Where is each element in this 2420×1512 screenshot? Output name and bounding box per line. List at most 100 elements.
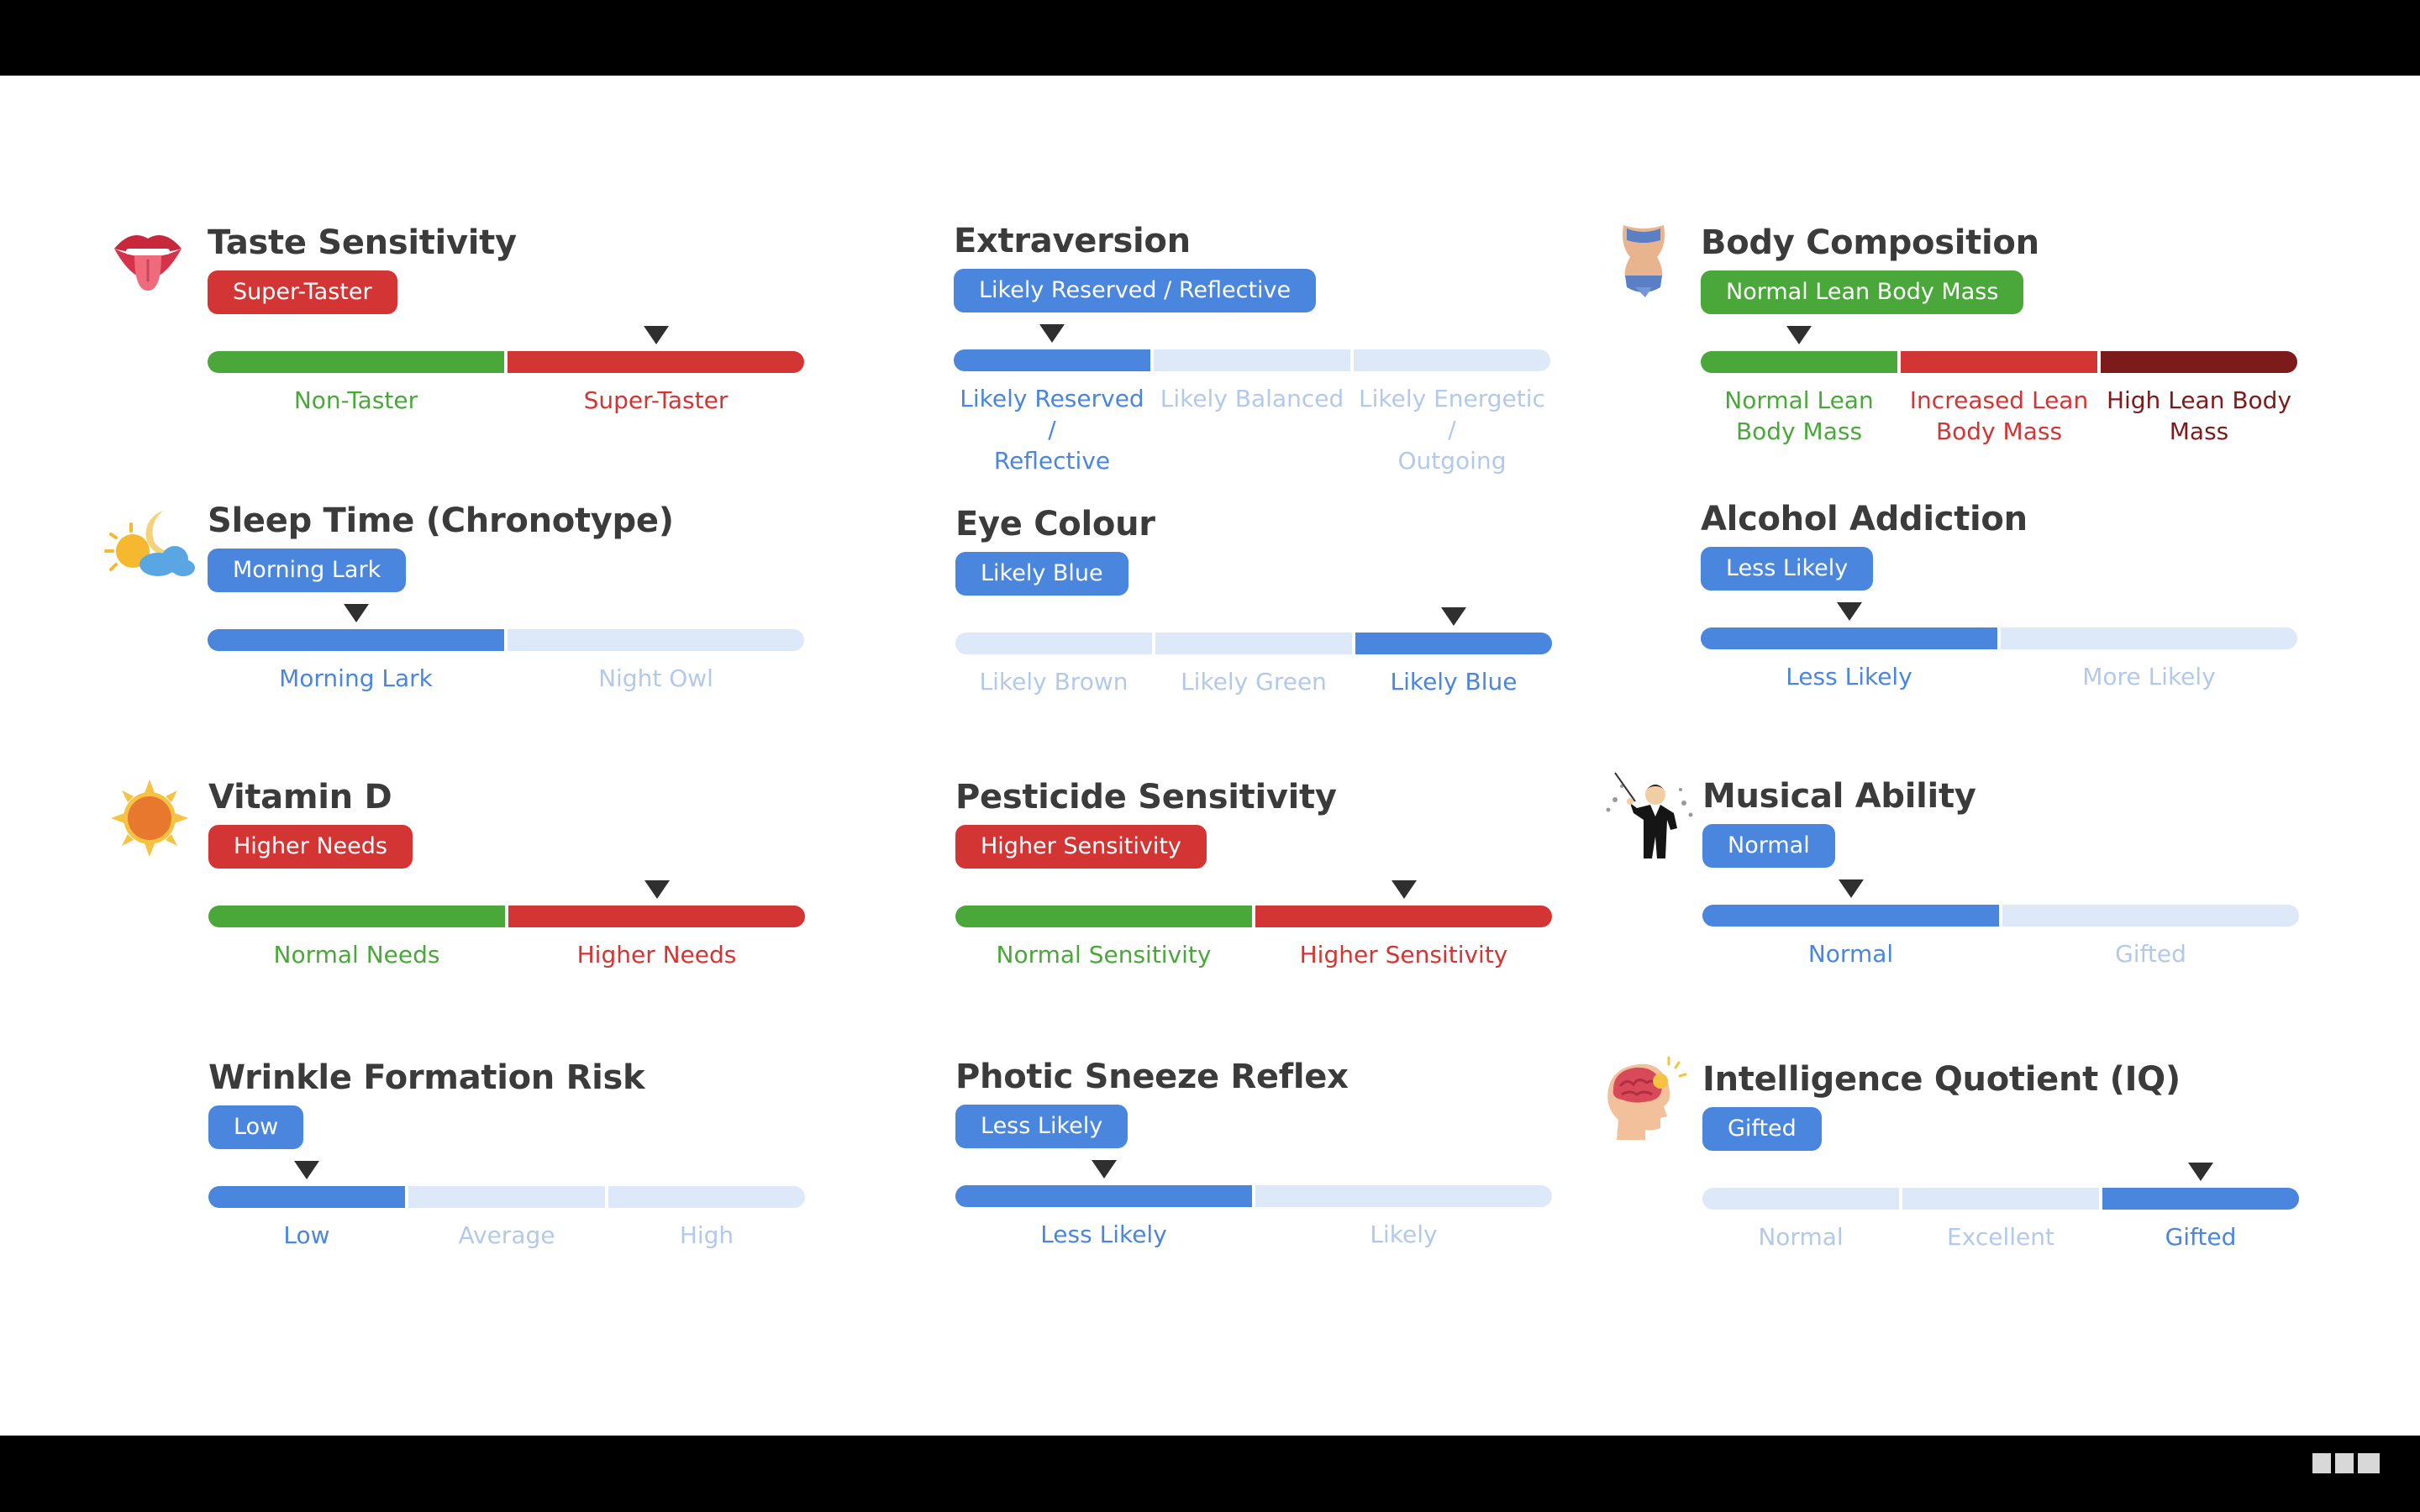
scale-segment-label: Gifted (2115, 940, 2186, 968)
result-marker-icon (1039, 324, 1065, 343)
scale-segment (508, 351, 804, 373)
result-marker-icon (2188, 1163, 2213, 1181)
scale-segment-label: Excellent (1947, 1223, 2054, 1251)
scale-segment (1354, 349, 1550, 371)
scale-bar (208, 351, 804, 373)
scale-segment (1154, 349, 1350, 371)
trait-intelligence-quotient: Intelligence Quotient (IQ) Gifted Normal… (1702, 1060, 2307, 1312)
conductor-icon (1606, 772, 1693, 858)
scale-segment-label: Normal (1807, 940, 1894, 968)
result-marker-icon (1441, 607, 1466, 626)
scale-segment-label: Normal (1758, 1223, 1844, 1251)
scale-segment-label: Likely Blue (1390, 668, 1518, 696)
scale-segment-label: Super-Taster (583, 386, 729, 414)
scale-segment (1355, 633, 1552, 654)
trait-alcohol-addiction: Alcohol Addiction Less Likely Less Likel… (1701, 500, 2306, 752)
scale-segment (408, 1186, 605, 1208)
trait-sleep-time: Sleep Time (Chronotype) Morning Lark Mor… (208, 501, 813, 753)
scale-segment-label: Likely Energetic / Outgoing (1359, 385, 1545, 475)
result-badge: Normal (1702, 824, 1835, 868)
trait-musical-ability: Musical Ability Normal Normal Gifted (1702, 777, 2307, 1029)
scale-segment (1701, 351, 1897, 373)
sun-icon (111, 780, 188, 857)
scale-segment (1901, 351, 2097, 373)
scale-segment (2102, 1188, 2299, 1210)
result-badge: Less Likely (955, 1105, 1128, 1148)
scale-segment-label: High (679, 1221, 734, 1249)
scale-segment (608, 1186, 805, 1208)
scale-segment-label: Morning Lark (279, 664, 433, 692)
scale-segment-label: Likely Green (1181, 668, 1327, 696)
scale-segment (955, 1185, 1252, 1207)
scale-segment-label: Non-Taster (293, 386, 418, 414)
trait-title: Musical Ability (1702, 777, 1976, 816)
trait-title: Taste Sensitivity (208, 223, 517, 262)
result-badge: Higher Sensitivity (955, 825, 1207, 869)
tiles-logo-icon (2312, 1453, 2380, 1473)
scale-segment (1255, 906, 1552, 927)
scale-segment-label: Likely (1370, 1221, 1438, 1248)
trait-photic-sneeze-reflex: Photic Sneeze Reflex Less Likely Less Li… (955, 1058, 1560, 1310)
scale-bar (208, 1186, 805, 1208)
result-marker-icon (1786, 326, 1812, 344)
trait-pesticide-sensitivity: Pesticide Sensitivity Higher Sensitivity… (955, 778, 1560, 1030)
scale-segment-label: Low (283, 1221, 330, 1249)
scale-segment-label: Night Owl (598, 664, 713, 692)
trait-eye-colour: Eye Colour Likely Blue Likely Brown Likel… (955, 505, 1560, 757)
trait-title: Alcohol Addiction (1701, 500, 2028, 538)
result-badge: Low (208, 1105, 304, 1149)
scale-segment-label: Higher Needs (576, 941, 737, 969)
scale-bar (955, 633, 1552, 654)
scale-segment-label: Normal Sensitivity (996, 941, 1212, 969)
lips-tongue-icon (114, 235, 182, 291)
trait-title: Pesticide Sensitivity (955, 778, 1337, 816)
scale-segment (508, 629, 804, 651)
brain-head-icon (1607, 1056, 1687, 1140)
result-badge: Less Likely (1701, 547, 1874, 591)
result-marker-icon (643, 326, 669, 344)
scale-segment-label: Normal Needs (273, 941, 440, 969)
scale-segment (1255, 1185, 1552, 1207)
scale-bar (1702, 905, 2299, 927)
result-marker-icon (1391, 880, 1417, 899)
scale-segment-label: Likely Reserved / Reflective (960, 385, 1144, 475)
result-badge: Likely Reserved / Reflective (954, 269, 1317, 312)
trait-body-composition: Body Composition Normal Lean Body Mass N… (1701, 223, 2306, 475)
scale-segment-label: More Likely (2082, 663, 2216, 690)
scale-bar (208, 906, 805, 927)
scale-segment (955, 906, 1252, 927)
scale-segment (2002, 905, 2299, 927)
result-marker-icon (1091, 1160, 1117, 1179)
scale-segment-label: Less Likely (1040, 1221, 1167, 1248)
scale-segment (954, 349, 1150, 371)
sun-moon-cloud-icon (104, 511, 195, 576)
result-marker-icon (343, 604, 369, 622)
scale-segment-label: Higher Sensitivity (1299, 941, 1508, 969)
trait-wrinkle-formation-risk: Wrinkle Formation Risk Low Low Average Hig… (208, 1058, 813, 1310)
result-badge: Super-Taster (208, 270, 397, 314)
scale-segment (1902, 1188, 2099, 1210)
trait-title: Extraversion (954, 222, 1191, 260)
scale-segment (208, 351, 504, 373)
scale-segment-label: Likely Balanced (1160, 385, 1344, 412)
scale-segment-label: High Lean Body Mass (2106, 386, 2292, 445)
result-badge: Morning Lark (208, 549, 407, 592)
scale-segment-label: Gifted (2165, 1223, 2237, 1251)
scale-bar (1701, 627, 2297, 649)
trait-title: Photic Sneeze Reflex (955, 1058, 1349, 1096)
scale-segment (2001, 627, 2297, 649)
scale-segment (508, 906, 805, 927)
result-badge: Likely Blue (955, 552, 1128, 596)
trait-title: Intelligence Quotient (IQ) (1702, 1060, 2181, 1099)
trait-title: Sleep Time (Chronotype) (208, 501, 674, 540)
result-badge: Gifted (1702, 1107, 1822, 1151)
result-badge: Normal Lean Body Mass (1701, 270, 2024, 314)
trait-extraversion: Extraversion Likely Reserved / Reflectiv… (954, 222, 1559, 475)
result-badge: Higher Needs (208, 825, 413, 869)
scale-bar (1701, 351, 2297, 373)
scale-segment-label: Likely Brown (979, 668, 1128, 696)
result-marker-icon (644, 880, 670, 899)
trait-title: Body Composition (1701, 223, 2039, 262)
result-marker-icon (1836, 602, 1862, 621)
scale-segment (1155, 633, 1352, 654)
